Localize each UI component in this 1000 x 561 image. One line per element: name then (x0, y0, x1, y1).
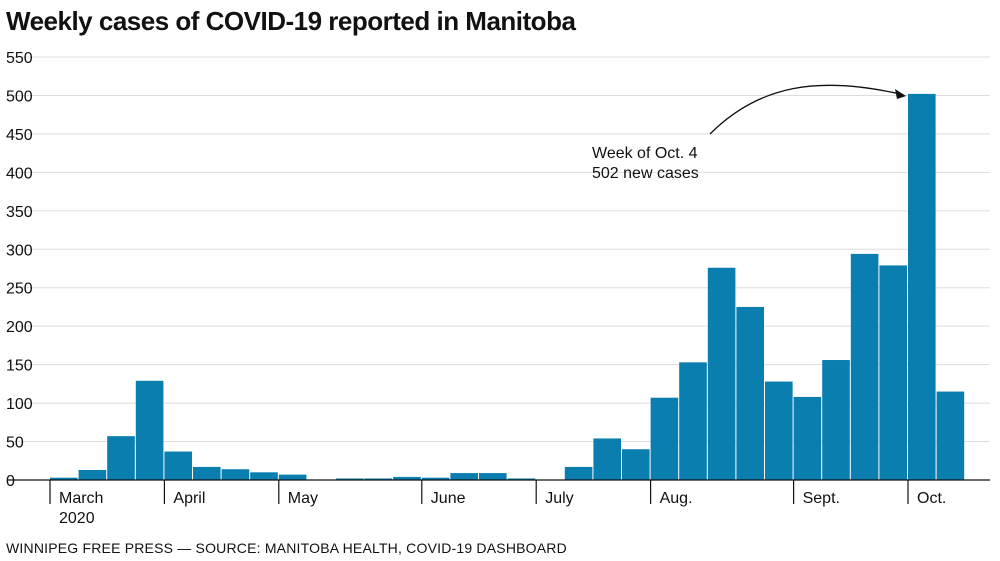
annotation: Week of Oct. 4 502 new cases (592, 84, 906, 182)
bar (193, 466, 221, 480)
bar (479, 473, 507, 480)
bar (707, 267, 736, 480)
bar (78, 470, 107, 480)
bar (450, 473, 478, 480)
bar (908, 93, 936, 480)
bar (679, 362, 707, 480)
y-tick-label: 450 (6, 127, 33, 144)
bar (879, 265, 907, 480)
x-tick-label: Sept. (803, 490, 840, 507)
x-tick-sublabel: 2020 (59, 510, 95, 527)
annotation-arrowhead (895, 89, 906, 99)
y-tick-label: 0 (6, 473, 15, 490)
gridlines (8, 56, 990, 443)
x-tick-label: Oct. (917, 490, 946, 507)
bar (507, 478, 536, 480)
bar (593, 438, 621, 480)
bar (850, 253, 879, 480)
bar (278, 474, 307, 480)
annotation-arrow (709, 84, 901, 135)
bar (564, 466, 593, 480)
bar (364, 478, 393, 480)
bar (736, 306, 764, 480)
y-axis-tick-labels: 0 50 100 150 200 250 300 350 400 450 500 550 (6, 50, 33, 490)
bar-chart: 0 50 100 150 200 250 300 350 400 450 500 550 March 2… (6, 50, 990, 527)
y-tick-label: 300 (6, 242, 33, 259)
y-tick-label: 400 (6, 165, 33, 182)
x-tick-label: April (173, 490, 205, 507)
bar (936, 391, 965, 480)
chart-title: Weekly cases of COVID-19 reported in Man… (6, 6, 576, 36)
y-tick-label: 550 (6, 50, 33, 67)
bar (221, 469, 250, 480)
y-tick-label: 350 (6, 204, 33, 221)
bar (164, 451, 192, 480)
y-tick-label: 500 (6, 88, 33, 105)
bar (107, 436, 135, 480)
x-axis: March 2020 April May June July Aug. Sept. Oct. (8, 479, 990, 527)
x-tick-label: May (288, 490, 318, 507)
x-tick-label: July (545, 490, 573, 507)
bar (622, 449, 650, 480)
bar (421, 477, 450, 480)
x-tick-label: March (59, 490, 103, 507)
source-credit: WINNIPEG FREE PRESS — SOURCE: MANITOBA H… (6, 540, 567, 556)
annotation-line-1: Week of Oct. 4 (592, 145, 698, 162)
y-tick-label: 250 (6, 281, 33, 298)
x-tick-label: June (431, 490, 466, 507)
bar (793, 396, 822, 480)
y-tick-label: 50 (6, 435, 24, 452)
bar (393, 476, 421, 480)
bar (822, 360, 850, 480)
y-tick-label: 200 (6, 319, 33, 336)
x-tick-label: Aug. (660, 490, 693, 507)
bar (250, 472, 278, 480)
bar (50, 477, 78, 480)
bar (135, 380, 164, 480)
bars (50, 93, 965, 480)
y-tick-label: 150 (6, 358, 33, 375)
bar (336, 478, 364, 480)
annotation-line-2: 502 new cases (592, 165, 699, 182)
bar (765, 381, 793, 480)
y-tick-label: 100 (6, 396, 33, 413)
bar (650, 397, 679, 480)
